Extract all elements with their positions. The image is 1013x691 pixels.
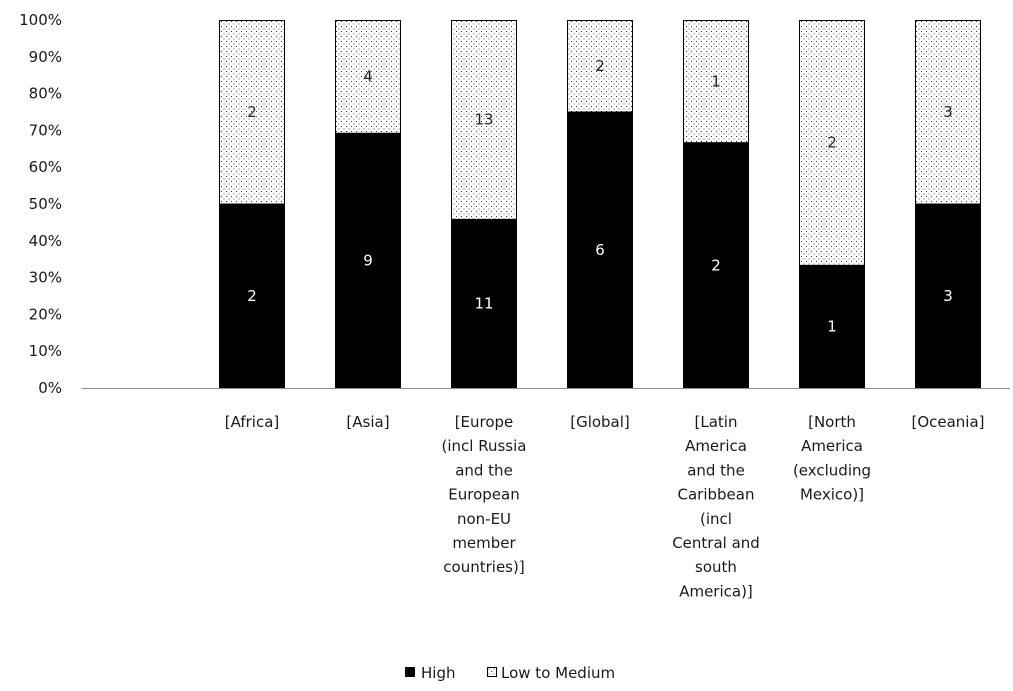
bar-segment-low-to-medium — [219, 20, 285, 205]
x-category-label-line: European — [448, 486, 519, 504]
y-tick-label: 80% — [29, 85, 62, 103]
x-category-label-line: and the — [455, 461, 513, 479]
bar-segment-high — [683, 142, 749, 388]
x-category-label-line: Central and — [672, 534, 760, 552]
x-category-label-line: (incl Russia — [442, 437, 527, 455]
y-axis: 0% 10% 20% 30% 40% 50% 60% 70% 80% 90% 100% — [19, 11, 62, 397]
x-category-label-line: [Latin — [695, 413, 738, 431]
bar-segment-low-to-medium — [915, 20, 981, 205]
x-category-label: [Global] — [570, 413, 630, 431]
data-label-high: 9 — [363, 252, 373, 270]
x-category-label-line: [Africa] — [225, 413, 280, 431]
legend-label-low-to-medium: Low to Medium — [501, 664, 615, 682]
x-category-label-line: America — [801, 437, 863, 455]
y-tick-label: 20% — [29, 305, 62, 323]
bar-segment-high — [799, 265, 865, 388]
bar-segment-low-to-medium — [683, 20, 749, 144]
bar-segment-low-to-medium — [335, 20, 401, 134]
data-label-high: 6 — [595, 241, 605, 259]
bar-segment-high — [567, 112, 633, 388]
x-category-label: [Latin America and the Caribbean (incl Centra… — [672, 413, 760, 600]
x-category-label-line: [Oceania] — [911, 413, 984, 431]
x-category-label-line: [Europe — [455, 413, 514, 431]
x-axis: [Africa] [Asia] [Europe (incl Russia and the… — [82, 388, 1010, 600]
x-category-label: [Asia] — [346, 413, 389, 431]
x-category-label-line: (incl — [700, 510, 732, 528]
bar-segment-high — [219, 204, 285, 388]
y-tick-label: 40% — [29, 232, 62, 250]
data-label-low-to-medium: 3 — [943, 103, 953, 121]
x-category-label-line: non-EU — [457, 510, 511, 528]
legend-swatch-high — [405, 667, 415, 677]
x-category-label-line: and the — [687, 461, 745, 479]
data-label-low-to-medium: 2 — [827, 134, 837, 152]
data-label-high: 3 — [943, 287, 953, 305]
data-label-low-to-medium: 4 — [363, 68, 373, 86]
x-category-label-line: Mexico)] — [800, 486, 864, 504]
y-tick-label: 50% — [29, 195, 62, 213]
data-label-high: 11 — [474, 295, 493, 313]
x-category-label-line: member — [452, 534, 516, 552]
x-category-label: [Africa] — [225, 413, 280, 431]
data-label-high: 1 — [827, 318, 837, 336]
x-category-label: [Oceania] — [911, 413, 984, 431]
bar-segment-high — [335, 133, 401, 388]
data-label-low-to-medium: 2 — [595, 57, 605, 75]
bar-segment-low-to-medium — [451, 20, 517, 220]
y-tick-label: 30% — [29, 269, 62, 287]
x-category-label: [Europe (incl Russia and the European non-EU… — [442, 413, 527, 576]
y-tick-label: 0% — [38, 379, 62, 397]
data-label-low-to-medium: 13 — [474, 111, 493, 129]
data-label-low-to-medium: 1 — [711, 72, 721, 90]
data-label-high: 2 — [247, 287, 257, 305]
x-category-label-line: America)] — [679, 582, 753, 600]
legend-swatch-low-to-medium — [487, 667, 497, 677]
x-category-label-line: Caribbean — [678, 486, 755, 504]
x-category-label-line: [North — [808, 413, 856, 431]
x-category-label-line: America — [685, 437, 747, 455]
x-category-label-line: [Global] — [570, 413, 630, 431]
legend-label-high: High — [421, 664, 455, 682]
x-category-label-line: countries)] — [443, 558, 524, 576]
x-category-label-line: south — [695, 558, 737, 576]
y-tick-label: 10% — [29, 342, 62, 360]
x-category-label-line: (excluding — [793, 461, 871, 479]
bar-segment-high — [915, 204, 981, 388]
x-category-label-line: [Asia] — [346, 413, 389, 431]
y-tick-label: 70% — [29, 121, 62, 139]
bar-segment-low-to-medium — [799, 20, 865, 266]
legend: High Low to Medium — [405, 664, 615, 682]
y-tick-label: 60% — [29, 158, 62, 176]
bar-segment-high — [451, 219, 517, 388]
y-tick-label: 100% — [19, 11, 62, 29]
x-category-label: [North America (excluding Mexico)] — [793, 413, 871, 504]
y-tick-label: 90% — [29, 48, 62, 66]
bar-segment-low-to-medium — [567, 20, 633, 113]
data-label-low-to-medium: 2 — [247, 103, 257, 121]
data-label-high: 2 — [711, 256, 721, 274]
